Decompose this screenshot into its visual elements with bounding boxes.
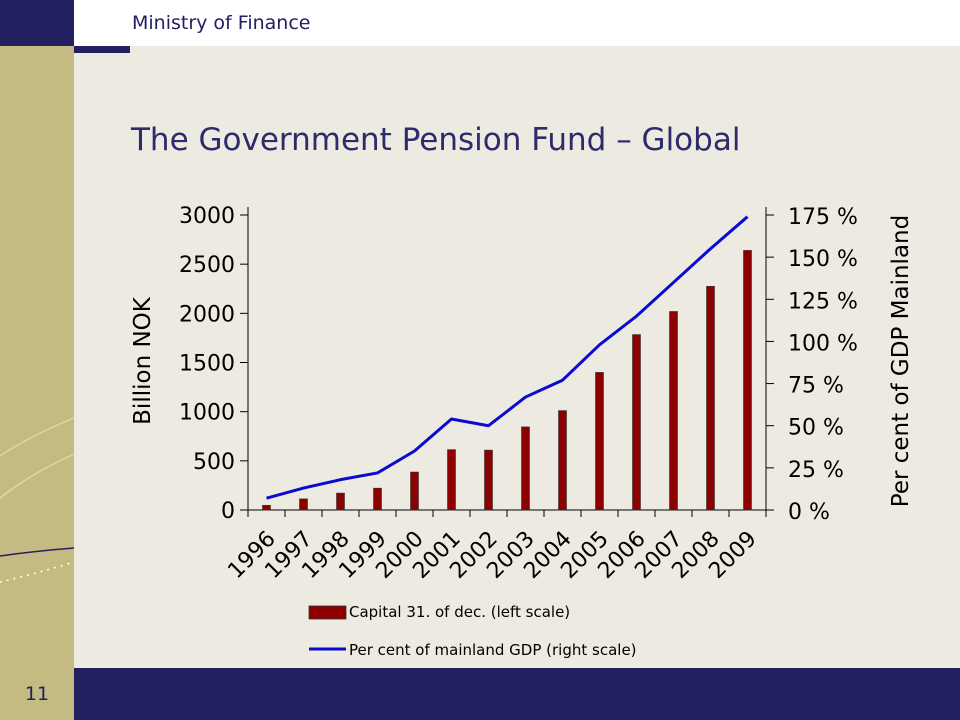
right-axis-label: Per cent of GDP Mainland — [888, 215, 914, 507]
right-tick-label-3: 75 % — [788, 374, 844, 399]
bar-2002 — [484, 449, 493, 511]
bar-1999 — [373, 487, 382, 511]
bar-1997 — [299, 498, 308, 511]
pension-fund-chart: Billion NOK Per cent of GDP Mainland 0 50… — [130, 204, 914, 659]
gdp-share-line — [266, 215, 749, 500]
header-logo-block — [0, 0, 74, 46]
footer-bar — [0, 668, 960, 720]
x-tick-labels: 1996199719981999200020012002200320042005… — [223, 527, 761, 584]
line-series — [266, 215, 749, 500]
right-tick-label-7: 175 % — [788, 205, 858, 230]
left-tick-label-1500: 1500 — [179, 352, 235, 377]
right-tick-label-0: 0 % — [788, 500, 830, 525]
page-number-box — [0, 668, 74, 720]
left-tick-label-1000: 1000 — [179, 401, 235, 426]
left-axis-label: Billion NOK — [130, 296, 156, 425]
left-tick-label-0: 0 — [221, 499, 235, 524]
bar-2008 — [706, 285, 715, 511]
left-tick-label-500: 500 — [193, 450, 235, 475]
bar-2005 — [595, 372, 604, 511]
bar-2000 — [410, 471, 419, 511]
legend-swatch-bar — [308, 605, 347, 620]
slide-title: The Government Pension Fund – Global — [131, 122, 741, 158]
right-tick-label-5: 125 % — [788, 289, 858, 314]
bar-1996 — [262, 504, 271, 511]
legend-label-line: Per cent of mainland GDP (right scale) — [349, 641, 637, 659]
right-axis: 0 % 25 % 50 % 75 % 100 % 125 % 150 % 175 % — [765, 205, 858, 525]
left-tick-label-3000: 3000 — [179, 204, 235, 229]
ministry-name: Ministry of Finance — [132, 12, 311, 34]
left-axis: 0 500 1000 1500 2000 2500 3000 — [179, 204, 249, 524]
decorative-sidebar — [0, 46, 74, 668]
bar-series — [262, 250, 752, 511]
right-tick-label-1: 25 % — [788, 458, 844, 483]
bar-2004 — [558, 410, 567, 511]
right-tick-label-4: 100 % — [788, 331, 858, 356]
header-accent-bar — [74, 46, 130, 53]
bar-2007 — [669, 311, 678, 511]
page-number: 11 — [24, 683, 50, 705]
header-bar — [0, 0, 960, 46]
right-tick-label-6: 150 % — [788, 247, 858, 272]
left-tick-label-2500: 2500 — [179, 253, 235, 278]
x-axis — [247, 509, 767, 517]
bar-2001 — [447, 449, 456, 511]
legend: Capital 31. of dec. (left scale) Per cen… — [308, 603, 637, 659]
bar-1998 — [336, 492, 345, 511]
bar-2003 — [521, 426, 530, 511]
left-tick-label-2000: 2000 — [179, 302, 235, 327]
bar-2009 — [743, 250, 752, 511]
legend-label-bar: Capital 31. of dec. (left scale) — [349, 603, 570, 621]
bar-2006 — [632, 334, 641, 511]
right-tick-label-2: 50 % — [788, 416, 844, 441]
